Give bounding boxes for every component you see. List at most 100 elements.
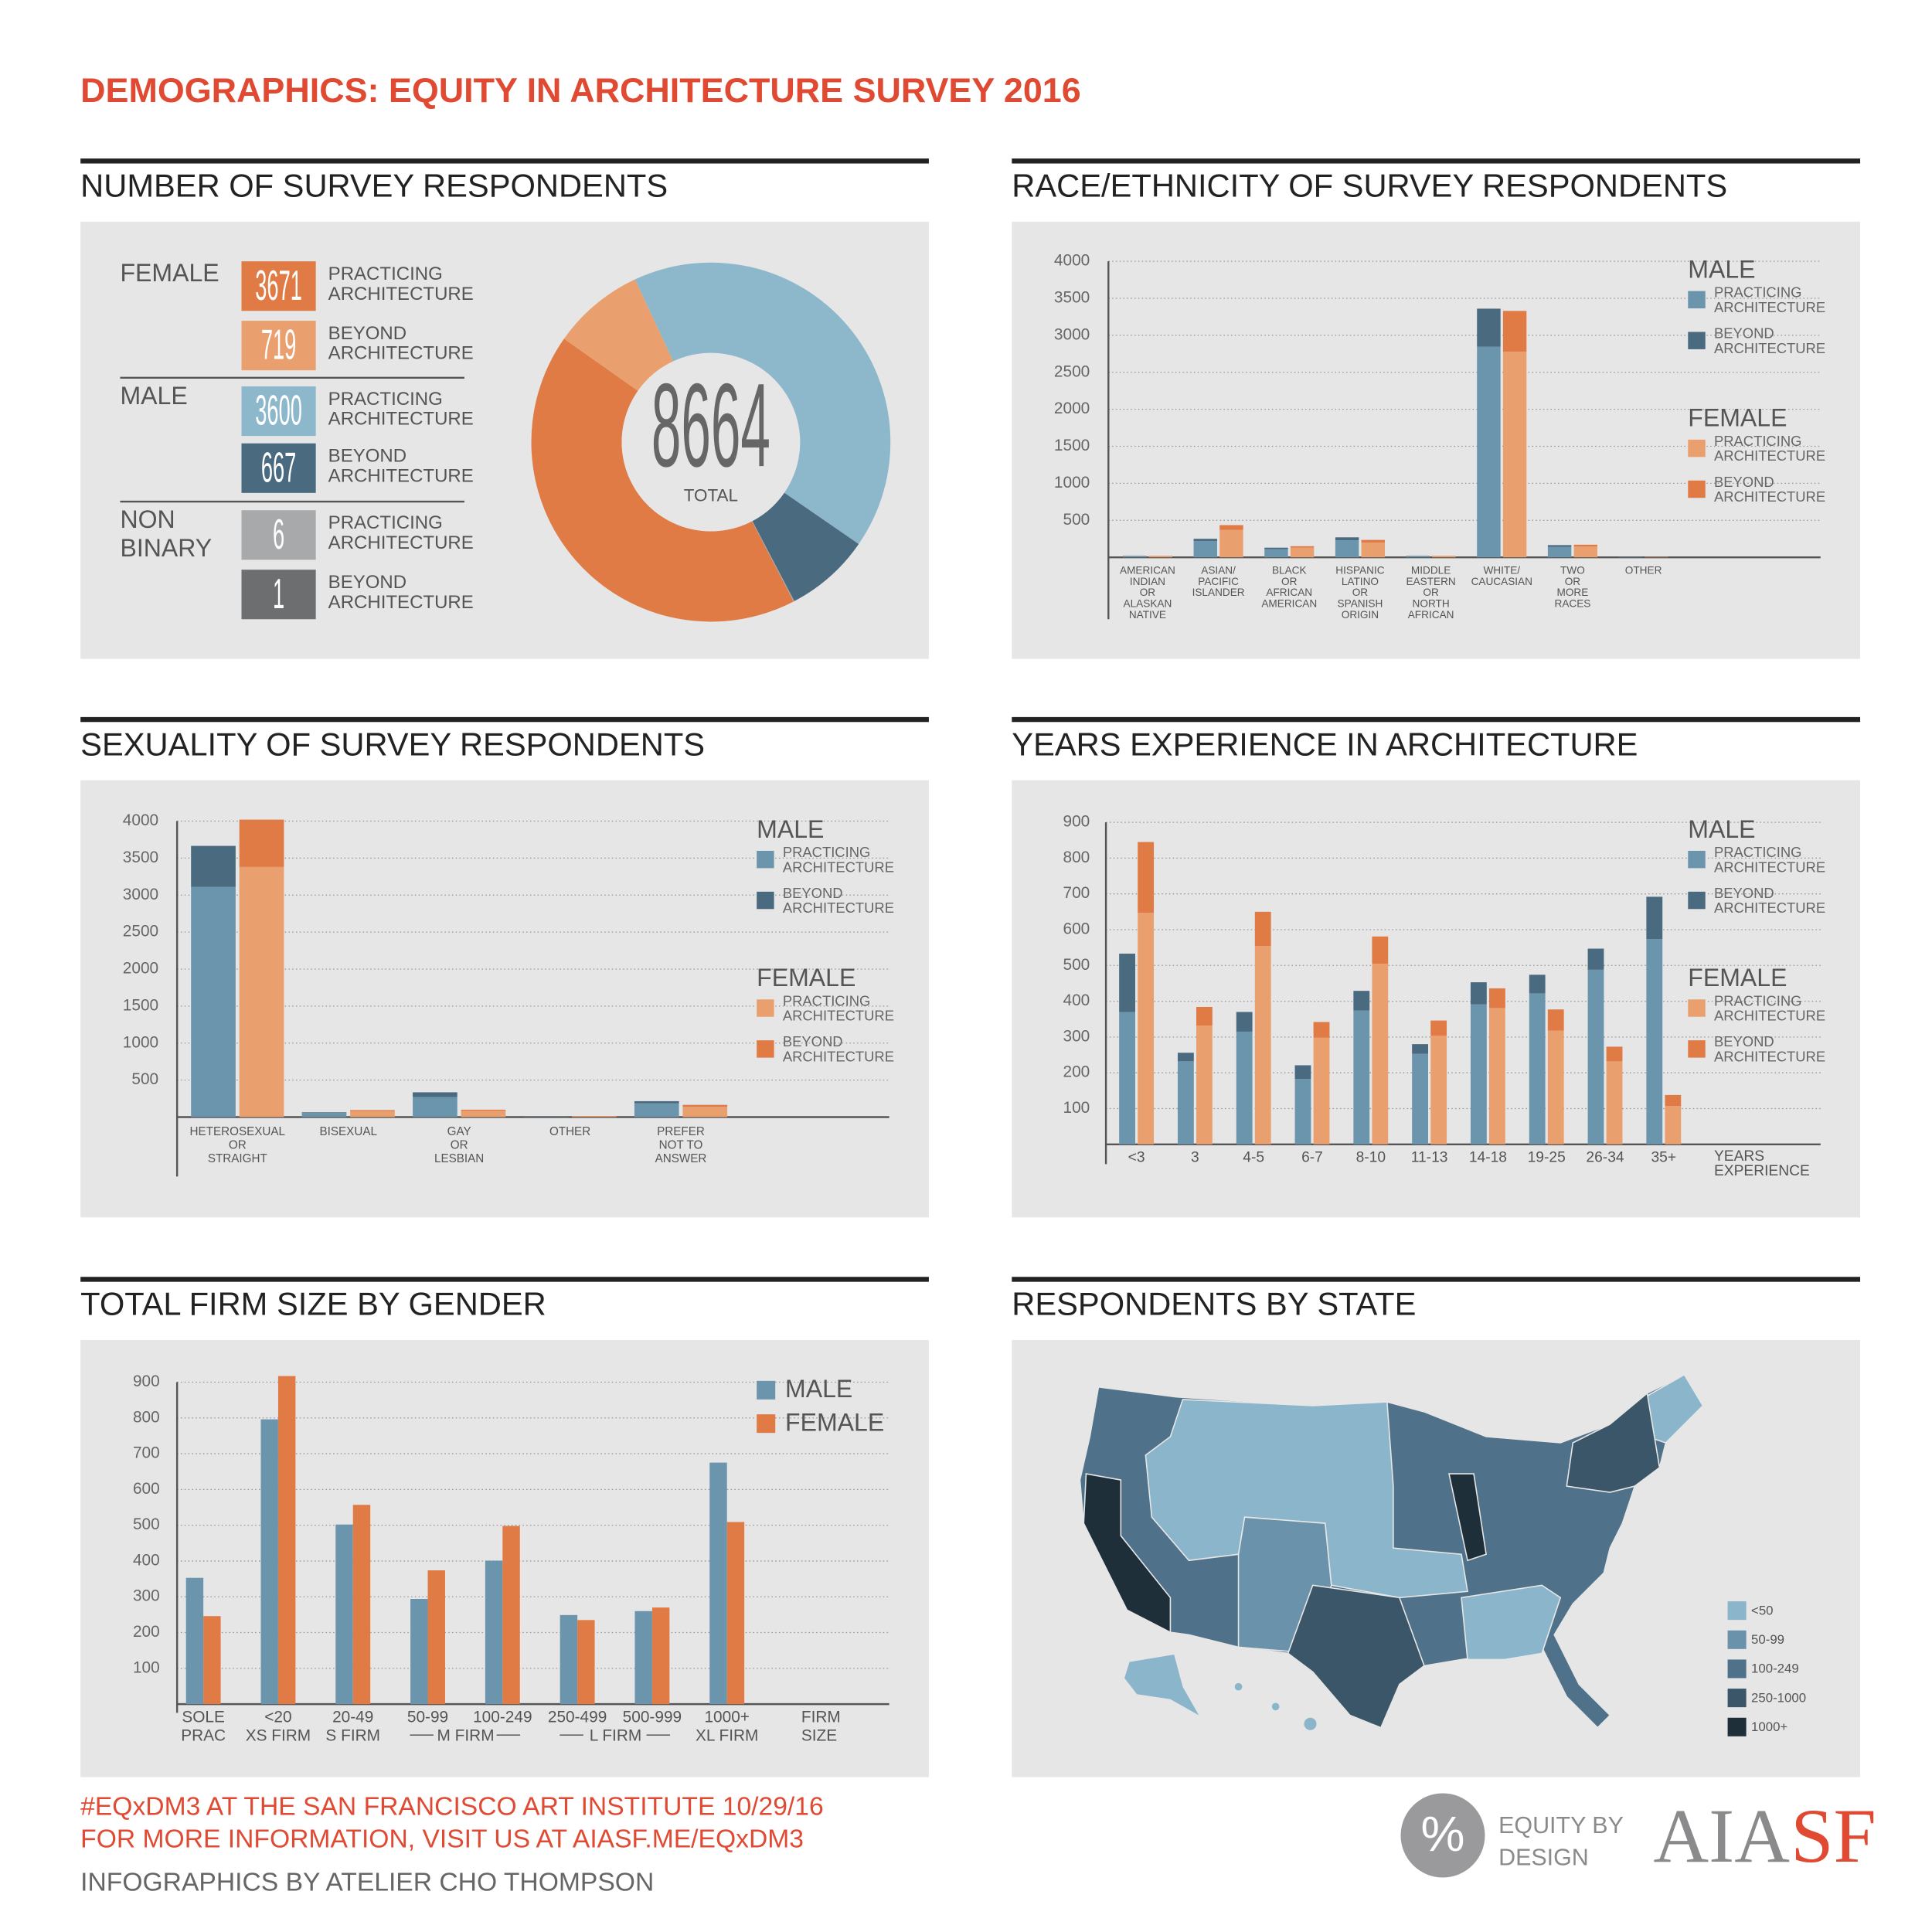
x-axis-label: YEARS [1714, 1148, 1764, 1165]
legend-label: 250-1000 [1751, 1690, 1806, 1705]
y-tick-label: 4000 [1054, 252, 1090, 270]
x-tick-label: BISEXUAL [320, 1125, 377, 1138]
count-label: 6 [273, 512, 284, 559]
bar-segment [413, 1092, 457, 1097]
y-tick-label: 300 [133, 1587, 160, 1605]
count-caption: PRACTICING [328, 264, 443, 284]
x-tick-label: 500-999 [623, 1708, 682, 1726]
legend-swatch [757, 1040, 774, 1058]
x-tick-label: ISLANDER [1192, 587, 1245, 598]
legend-label: BEYOND [783, 1033, 843, 1049]
logo-text: DESIGN [1498, 1844, 1589, 1870]
x-tick-label: 19-25 [1528, 1149, 1566, 1165]
legend-label: ARCHITECTURE [783, 859, 894, 875]
bar [203, 1616, 221, 1705]
count-caption: ARCHITECTURE [328, 409, 474, 430]
bar-segment [1254, 911, 1271, 947]
bar-segment [571, 1116, 617, 1117]
bar-segment [1587, 969, 1604, 1145]
legend-label: PRACTICING [1714, 433, 1802, 449]
x-tick-label: <20 [264, 1708, 291, 1726]
legend-swatch [1727, 1717, 1747, 1736]
bar-segment [1264, 549, 1288, 558]
bar-segment [1119, 954, 1135, 1012]
y-tick-label: 600 [133, 1480, 160, 1498]
legend-label: ARCHITECTURE [783, 1008, 894, 1024]
x-tick-label: 11-13 [1411, 1149, 1448, 1165]
hawaii [1271, 1702, 1280, 1711]
hawaii [1234, 1682, 1243, 1691]
legend-swatch [1688, 332, 1706, 349]
bar-segment [1353, 1010, 1370, 1145]
bar-segment [1489, 1008, 1505, 1145]
legend-swatch [1727, 1601, 1747, 1621]
count-box [241, 510, 316, 560]
count-label: 667 [261, 444, 296, 492]
y-tick-label: 400 [1063, 992, 1090, 1009]
footer-line: FOR MORE INFORMATION, VISIT US AT AIASF.… [80, 1825, 804, 1853]
legend-swatch [1688, 439, 1706, 457]
y-tick-label: 100 [1063, 1099, 1090, 1117]
y-tick-label: 200 [133, 1623, 160, 1641]
legend-swatch [1727, 1689, 1747, 1708]
bar [502, 1526, 520, 1705]
total-value: 8664 [651, 359, 770, 492]
panel-rule [80, 158, 929, 164]
group-label: M FIRM [437, 1726, 495, 1744]
x-tick-label: AMERICAN [1261, 598, 1317, 610]
count-box [241, 443, 316, 493]
legend-label: PRACTICING [783, 992, 871, 1009]
legend-label: ARCHITECTURE [783, 1048, 894, 1064]
bar-segment [1138, 913, 1155, 1145]
legend-label: ARCHITECTURE [1714, 488, 1825, 505]
x-tick-label: 250-499 [548, 1708, 607, 1726]
y-tick-label: 4000 [123, 811, 158, 829]
y-tick-label: 200 [1063, 1063, 1090, 1081]
bar-segment [1290, 546, 1315, 548]
bar-segment [1196, 1006, 1213, 1026]
bar-segment [1477, 308, 1501, 347]
legend-swatch [1688, 1040, 1706, 1058]
x-tick-label: INDIAN [1130, 576, 1165, 587]
total-label: TOTAL [684, 486, 738, 505]
panel-rule [1012, 1277, 1861, 1282]
bar-segment [1361, 543, 1385, 558]
bar-segment [1236, 1031, 1253, 1145]
count-caption: BEYOND [328, 323, 406, 344]
x-axis-label: FIRM [801, 1708, 841, 1726]
bar [352, 1505, 371, 1705]
x-tick-label: ORIGIN [1342, 609, 1379, 621]
x-tick-label: 8-10 [1356, 1149, 1386, 1165]
bar-segment [1313, 1022, 1330, 1038]
x-tick-label: 6-7 [1301, 1149, 1323, 1165]
legend-swatch [1688, 291, 1706, 309]
x-tick-label: 14-18 [1469, 1149, 1507, 1165]
x-tick-label: SPANISH [1338, 598, 1383, 610]
panel-rule [80, 716, 929, 723]
group-name: FEMALE [120, 259, 219, 287]
x-tick-label: 100-249 [473, 1708, 532, 1726]
map-region-darkest [1448, 1473, 1487, 1562]
count-box [241, 261, 316, 311]
y-tick-label: 600 [1063, 920, 1090, 937]
count-box [241, 570, 316, 620]
bar-segment [1177, 1053, 1194, 1062]
legend-swatch [757, 1380, 776, 1400]
donut-segment [752, 492, 859, 601]
us-map [1079, 1373, 1704, 1730]
count-caption: ARCHITECTURE [328, 592, 474, 613]
bar-segment [301, 1113, 347, 1117]
y-tick-label: 900 [133, 1372, 160, 1390]
x-tick-label: OR [1140, 587, 1156, 598]
legend-group: FEMALE [1688, 404, 1787, 432]
count-caption: BEYOND [328, 446, 406, 467]
bar-segment [682, 1104, 728, 1107]
x-tick-label: NORTH [1413, 598, 1450, 610]
bar-segment [1406, 556, 1430, 558]
legend-label: BEYOND [1714, 325, 1774, 342]
x-tick-label: AFRICAN [1266, 587, 1312, 598]
panel-title: TOTAL FIRM SIZE BY GENDER [80, 1286, 546, 1322]
bar [709, 1462, 727, 1705]
bar [410, 1599, 428, 1705]
